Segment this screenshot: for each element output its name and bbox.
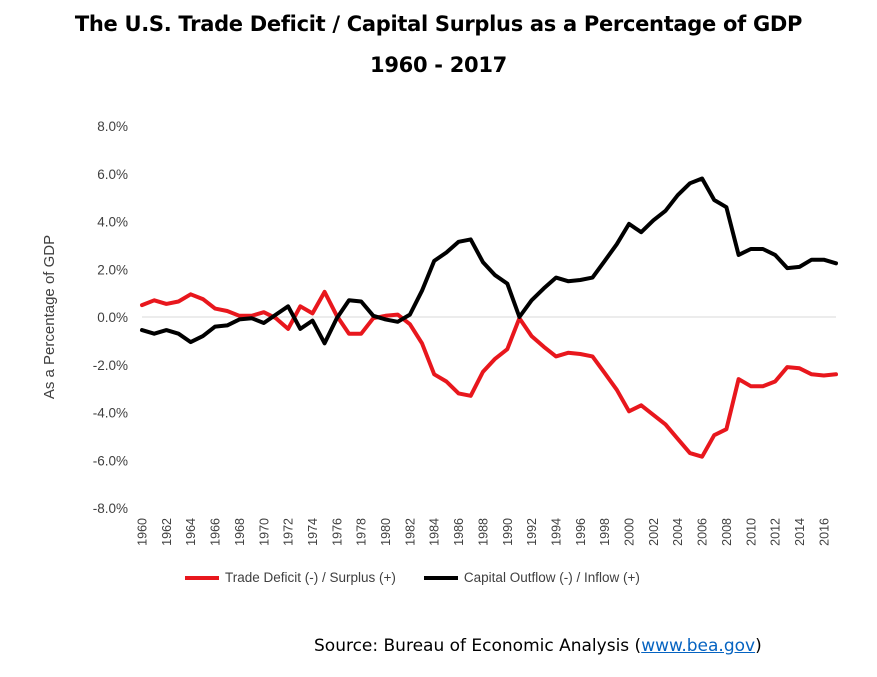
legend-item-trade: Trade Deficit (-) / Surplus (+) [185,570,396,585]
y-tick-label: 6.0% [97,167,128,182]
source-suffix: ) [755,636,762,656]
x-tick-label: 2016 [817,518,831,546]
x-tick-label: 2008 [720,518,734,546]
y-tick-label: -8.0% [93,501,128,516]
x-tick-label: 1966 [209,518,223,546]
x-tick-label: 1986 [452,518,466,546]
x-tick-label: 2014 [793,518,807,546]
x-tick-label: 1968 [233,518,247,546]
legend-swatch-trade [185,575,219,580]
source-note: Source: Bureau of Economic Analysis (www… [314,636,762,656]
x-tick-label: 1984 [428,518,442,546]
y-tick-label: 8.0% [97,119,128,134]
y-tick-label: 2.0% [97,262,128,277]
legend: Trade Deficit (-) / Surplus (+) Capital … [185,570,668,585]
x-tick-label: 1972 [282,518,296,546]
chart-subtitle: 1960 - 2017 [370,53,507,77]
chart-title: The U.S. Trade Deficit / Capital Surplus… [74,12,803,36]
y-tick-label: -6.0% [93,453,128,468]
legend-swatch-capital [423,575,458,580]
y-tick-label: 0.0% [97,310,128,325]
legend-label-capital: Capital Outflow (-) / Inflow (+) [463,570,640,585]
x-tick-label: 1992 [525,518,539,546]
x-tick-label: 1980 [379,518,393,546]
y-tick-label: 4.0% [97,215,128,230]
x-tick-label: 1998 [598,518,612,546]
x-tick-label: 2002 [647,518,661,546]
x-tick-label: 1964 [184,518,198,546]
x-tick-label: 1960 [136,518,150,546]
x-tick-label: 1990 [501,518,515,546]
x-tick-label: 1994 [549,518,563,546]
legend-item-capital: Capital Outflow (-) / Inflow (+) [423,570,640,585]
series-line-trade [140,289,838,459]
x-tick-label: 1974 [306,518,320,546]
x-tick-label: 2012 [769,518,783,546]
x-tick-label: 2000 [623,518,637,546]
x-tick-label: 2010 [744,518,758,546]
x-tick-label: 1962 [160,518,174,546]
x-tick-label: 1982 [403,518,417,546]
series-line-capital [140,176,838,346]
y-tick-label: -4.0% [93,406,128,421]
x-tick-label: 2004 [671,518,685,546]
source-link[interactable]: www.bea.gov [641,636,756,656]
y-axis-label: As a Percentage of GDP [41,235,58,399]
y-tick-label: -2.0% [93,358,128,373]
x-tick-label: 1988 [476,518,490,546]
x-tick-label: 2006 [696,518,710,546]
x-tick-label: 1970 [257,518,271,546]
source-prefix: Source: Bureau of Economic Analysis ( [314,636,642,656]
x-tick-label: 1996 [574,518,588,546]
x-tick-label: 1978 [355,518,369,546]
chart-plot: 8.0% 6.0% 4.0% 2.0% 0.0% -2.0% -4.0% -6.0% -8.0%… [41,119,838,546]
x-tick-label: 1976 [330,518,344,546]
legend-label-trade: Trade Deficit (-) / Surplus (+) [225,570,396,585]
